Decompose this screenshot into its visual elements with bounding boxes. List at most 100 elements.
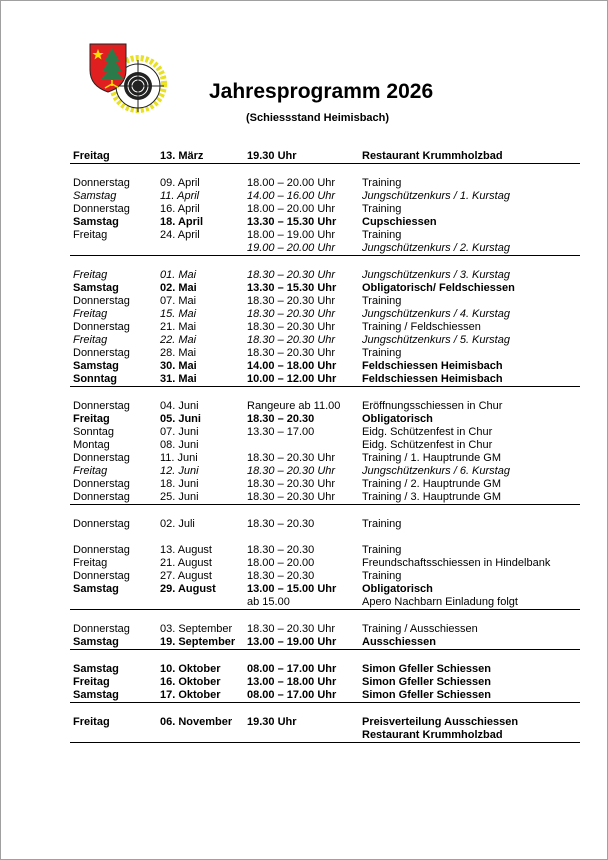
day-cell: Donnerstag xyxy=(73,203,130,215)
day-cell: Freitag xyxy=(73,269,108,281)
day-cell: Samstag xyxy=(73,689,119,701)
schedule-row: Freitag 15. Mai 18.30 – 20.30 Uhr Jungschüt… xyxy=(70,308,580,321)
date-cell: 13. März xyxy=(160,150,204,162)
date-cell: 06. November xyxy=(160,716,233,728)
schedule-row: Samstag 02. Mai 13.30 – 15.30 Uhr Obligator… xyxy=(70,282,580,295)
schedule-row: Donnerstag 11. Juni 18.30 – 20.30 Uhr Train… xyxy=(70,452,580,465)
date-cell: 11. April xyxy=(160,190,200,202)
schedule-row: Donnerstag 27. August 18.30 – 20.30 Trainin… xyxy=(70,570,580,583)
schedule-row: Freitag 06. November 19.30 Uhr Preisverteil… xyxy=(70,716,580,729)
event-cell: Simon Gfeller Schiessen xyxy=(362,689,491,701)
schedule-row: Samstag 11. April 14.00 – 16.00 Uhr Jungsch… xyxy=(70,190,580,203)
date-cell: 03. September xyxy=(160,623,233,635)
schedule-group: Donnerstag 04. Juni Rangeure ab 11.00 Eröff… xyxy=(70,387,580,505)
date-cell: 11. Juni xyxy=(160,452,198,464)
date-cell: 21. August xyxy=(160,557,212,569)
time-cell: Rangeure ab 11.00 xyxy=(247,400,341,412)
event-cell: Jungschützenkurs / 3. Kurstag xyxy=(362,269,510,281)
schedule-row: Sonntag 31. Mai 10.00 – 12.00 Uhr Feldschie… xyxy=(70,373,580,386)
day-cell: Freitag xyxy=(73,557,108,569)
time-cell: 18.00 – 20.00 xyxy=(247,557,315,569)
date-cell: 16. Oktober xyxy=(160,676,221,688)
day-cell: Donnerstag xyxy=(73,295,130,307)
date-cell: 04. Juni xyxy=(160,400,199,412)
event-cell: Eidg. Schützenfest in Chur xyxy=(362,426,493,438)
time-cell: ab 15.00 xyxy=(247,596,290,608)
date-cell: 21. Mai xyxy=(160,321,197,333)
date-cell: 18. Juni xyxy=(160,478,199,490)
event-cell: Training xyxy=(362,518,402,530)
time-cell: 18.00 – 20.00 Uhr xyxy=(247,203,336,215)
time-cell: 18.30 – 20.30 xyxy=(247,413,315,425)
event-cell: Training xyxy=(362,295,402,307)
date-cell: 05. Juni xyxy=(160,413,201,425)
schedule-row: Freitag 12. Juni 18.30 – 20.30 Uhr Jungschü… xyxy=(70,465,580,478)
date-cell: 07. Juni xyxy=(160,426,199,438)
schedule-row: Donnerstag 18. Juni 18.30 – 20.30 Uhr Train… xyxy=(70,478,580,491)
date-cell: 10. Oktober xyxy=(160,663,221,675)
time-cell: 18.30 – 20.30 Uhr xyxy=(247,347,336,359)
time-cell: 18.30 – 20.30 Uhr xyxy=(247,269,336,281)
schedule-row: Samstag 17. Oktober 08.00 – 17.00 Uhr Simon… xyxy=(70,689,580,702)
event-cell: Training / Feldschiessen xyxy=(362,321,481,333)
date-cell: 30. Mai xyxy=(160,360,197,372)
schedule-row: Freitag 13. März 19.30 Uhr Restaurant Krumm… xyxy=(70,150,580,163)
time-cell: 18.30 – 20.30 Uhr xyxy=(247,478,336,490)
date-cell: 02. Mai xyxy=(160,282,197,294)
day-cell: Samstag xyxy=(73,190,117,202)
time-cell: 08.00 – 17.00 Uhr xyxy=(247,663,337,675)
event-cell: Ausschiessen xyxy=(362,636,436,648)
day-cell: Donnerstag xyxy=(73,177,130,189)
day-cell: Donnerstag xyxy=(73,452,130,464)
schedule-row: Restaurant Krummholzbad xyxy=(70,729,580,742)
date-cell: 15. Mai xyxy=(160,308,197,320)
day-cell: Freitag xyxy=(73,308,108,320)
event-cell: Jungschützenkurs / 6. Kurstag xyxy=(362,465,510,477)
time-cell: 18.30 – 20.30 Uhr xyxy=(247,308,336,320)
day-cell: Samstag xyxy=(73,636,119,648)
time-cell: 18.30 – 20.30 Uhr xyxy=(247,623,336,635)
time-cell: 13.00 – 19.00 Uhr xyxy=(247,636,337,648)
event-cell: Obligatorisch xyxy=(362,583,433,595)
schedule-row: Sonntag 07. Juni 13.30 – 17.00 Eidg. Schütz… xyxy=(70,426,580,439)
event-cell: Obligatorisch xyxy=(362,413,433,425)
day-cell: Freitag xyxy=(73,465,108,477)
schedule-row: Donnerstag 21. Mai 18.30 – 20.30 Uhr Traini… xyxy=(70,321,580,334)
event-cell: Training / 2. Hauptrunde GM xyxy=(362,478,501,490)
day-cell: Montag xyxy=(73,439,110,451)
day-cell: Freitag xyxy=(73,334,108,346)
day-cell: Donnerstag xyxy=(73,478,130,490)
day-cell: Samstag xyxy=(73,360,119,372)
event-cell: Eidg. Schützenfest in Chur xyxy=(362,439,493,451)
day-cell: Donnerstag xyxy=(73,570,130,582)
day-cell: Samstag xyxy=(73,583,119,595)
event-cell: Feldschiessen Heimisbach xyxy=(362,360,503,372)
schedule-group: Donnerstag 03. September 18.30 – 20.30 Uhr… xyxy=(70,610,580,650)
schedule-row: Donnerstag 02. Juli 18.30 – 20.30 Training xyxy=(70,518,580,531)
day-cell: Donnerstag xyxy=(73,518,130,530)
schedule-group: Donnerstag 09. April 18.00 – 20.00 Uhr Trai… xyxy=(70,164,580,256)
day-cell: Freitag xyxy=(73,150,110,162)
schedule-table: Freitag 13. März 19.30 Uhr Restaurant Krumm… xyxy=(70,150,580,743)
time-cell: 18.30 – 20.30 Uhr xyxy=(247,465,336,477)
day-cell: Donnerstag xyxy=(73,623,130,635)
time-cell: 18.00 – 19.00 Uhr xyxy=(247,229,336,241)
schedule-row: Freitag 24. April 18.00 – 19.00 Uhr Trainin… xyxy=(70,229,580,242)
event-cell: Jungschützenkurs / 5. Kurstag xyxy=(362,334,510,346)
event-cell: Freundschaftsschiessen in Hindelbank xyxy=(362,557,551,569)
time-cell: 19.30 Uhr xyxy=(247,150,297,162)
day-cell: Samstag xyxy=(73,663,119,675)
club-crest-logo xyxy=(89,43,167,113)
schedule-row: Samstag 10. Oktober 08.00 – 17.00 Uhr Simon… xyxy=(70,663,580,676)
event-cell: Obligatorisch/ Feldschiessen xyxy=(362,282,515,294)
day-cell: Samstag xyxy=(73,282,119,294)
date-cell: 01. Mai xyxy=(160,269,197,281)
event-cell: Training / Ausschiessen xyxy=(362,623,478,635)
event-cell: Apero Nachbarn Einladung folgt xyxy=(362,596,518,608)
schedule-row: Samstag 30. Mai 14.00 – 18.00 Uhr Feldschie… xyxy=(70,360,580,373)
date-cell: 31. Mai xyxy=(160,373,197,385)
schedule-row: Freitag 22. Mai 18.30 – 20.30 Uhr Jungschüt… xyxy=(70,334,580,347)
schedule-row: Donnerstag 09. April 18.00 – 20.00 Uhr Trai… xyxy=(70,177,580,190)
day-cell: Sonntag xyxy=(73,426,114,438)
schedule-row: Donnerstag 25. Juni 18.30 – 20.30 Uhr Train… xyxy=(70,491,580,504)
